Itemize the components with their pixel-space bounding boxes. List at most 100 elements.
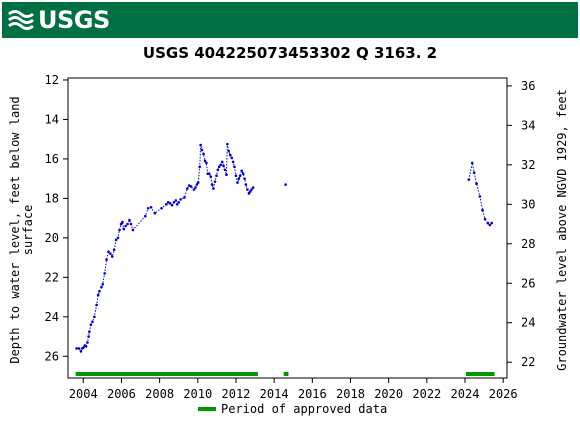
data-point [168, 202, 172, 205]
data-point [166, 201, 170, 204]
data-point [246, 188, 249, 191]
data-point [488, 223, 492, 227]
y-tick-label: 14 [45, 112, 59, 126]
y2-tick-label: 22 [521, 355, 535, 369]
y-axis-right: 22 24 26 28 30 32 34 36 [507, 79, 535, 369]
data-point [238, 174, 242, 177]
y-tick-label: 22 [45, 270, 59, 284]
data-point [203, 159, 207, 163]
data-point [194, 186, 197, 189]
x-tick-label: 2012 [222, 387, 251, 401]
data-point [114, 238, 118, 242]
chart-title: USGS 404225073453302 Q 3163. 2 [143, 44, 437, 62]
data-point [116, 236, 120, 240]
data-point [490, 221, 494, 225]
y-axis-left: 12 14 16 18 20 22 24 26 [45, 73, 68, 363]
x-tick-label: 2006 [107, 387, 136, 401]
data-point [187, 184, 191, 187]
usgs-banner: USGS [2, 2, 578, 38]
data-point [237, 177, 241, 180]
data-point [202, 152, 205, 156]
x-tick-label: 2008 [145, 387, 174, 401]
data-point [93, 315, 96, 319]
data-point [129, 222, 133, 226]
data-point [160, 206, 163, 210]
data-point [212, 187, 215, 190]
data-point [230, 156, 234, 160]
data-point [284, 183, 287, 186]
data-point [199, 143, 202, 147]
data-point [231, 160, 235, 164]
data-point [88, 330, 91, 333]
data-point [110, 255, 114, 258]
data-point [234, 174, 238, 177]
x-tick-label: 2010 [183, 387, 212, 401]
x-axis: 2004 2006 2008 2010 2012 2014 2016 2018 2020 2022… [69, 378, 518, 401]
data-point [183, 196, 186, 199]
data-point [86, 341, 89, 344]
y2-tick-label: 32 [521, 158, 535, 172]
data-point [225, 173, 228, 177]
data-point [174, 199, 178, 202]
usgs-logo[interactable]: USGS [8, 5, 110, 35]
data-point [250, 188, 253, 191]
data-point [219, 163, 222, 167]
data-point [153, 211, 157, 215]
data-point [79, 350, 83, 353]
data-point [251, 186, 255, 189]
data-point [119, 222, 123, 226]
data-point [213, 180, 217, 183]
data-point [483, 217, 487, 221]
data-point [227, 149, 231, 153]
data-point [77, 347, 81, 350]
data-point [164, 203, 168, 206]
data-point [112, 248, 116, 252]
data-point [215, 174, 218, 177]
data-point [207, 172, 211, 176]
y2-tick-label: 30 [521, 197, 535, 211]
y-tick-label: 26 [45, 349, 59, 363]
data-point [244, 183, 248, 186]
data-point [172, 201, 176, 204]
x-tick-label: 2026 [489, 387, 518, 401]
data-point [222, 164, 225, 168]
y-tick-label: 16 [45, 152, 59, 166]
data-point [103, 272, 106, 275]
data-point [481, 208, 484, 212]
y-axis-label-line1: Depth to water level, feet below land [8, 96, 22, 363]
x-tick-label: 2018 [336, 387, 365, 401]
approved-period-bar [465, 372, 495, 376]
data-point [87, 335, 90, 338]
data-point [243, 177, 246, 180]
y-tick-label: 18 [45, 191, 59, 205]
data-point [84, 345, 88, 348]
x-tick-label: 2024 [451, 387, 480, 401]
data-point [185, 187, 189, 190]
data-point [177, 201, 181, 204]
data-point [226, 142, 229, 146]
data-point [109, 252, 112, 255]
y-tick-label: 12 [45, 73, 59, 87]
x-tick-label: 2020 [374, 387, 403, 401]
y2-tick-label: 34 [521, 118, 535, 132]
plot-frame [67, 77, 508, 379]
data-point [467, 178, 471, 181]
approved-period-bar [75, 372, 258, 376]
data-point [179, 198, 182, 201]
data-point [216, 168, 220, 172]
y2-tick-label: 28 [521, 237, 535, 251]
data-point [200, 148, 204, 152]
x-tick-label: 2016 [298, 387, 327, 401]
data-point [233, 165, 236, 169]
data-point [472, 171, 476, 175]
data-point [228, 153, 232, 157]
data-point [121, 220, 124, 224]
data-point [175, 203, 179, 206]
data-point [236, 181, 239, 184]
logo-text: USGS [38, 6, 110, 34]
data-point [95, 303, 98, 307]
data-point [217, 165, 221, 169]
data-point [241, 172, 245, 176]
series-line [468, 162, 493, 226]
